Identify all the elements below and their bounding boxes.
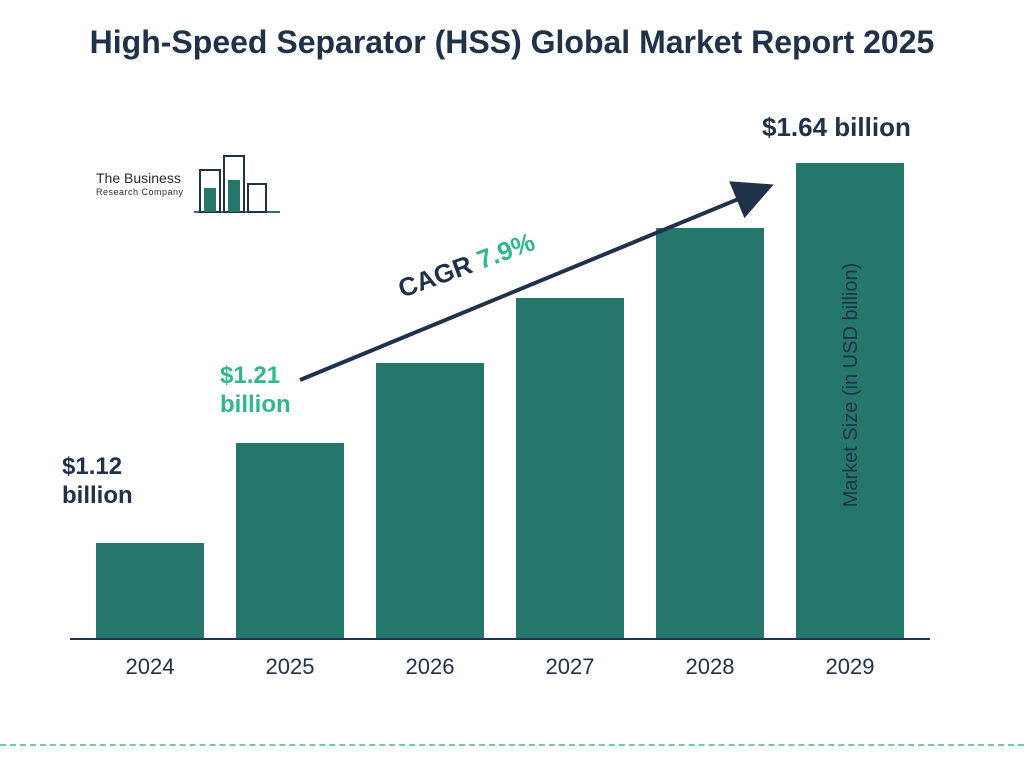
value-line1: $1.21 — [220, 362, 291, 391]
value-line2: billion — [220, 391, 291, 420]
x-label: 2029 — [790, 654, 910, 680]
bar-2026 — [370, 363, 490, 638]
bar-2025 — [230, 443, 350, 638]
bar-2024 — [90, 543, 210, 638]
x-label: 2024 — [90, 654, 210, 680]
bar — [96, 543, 204, 638]
bar-chart: 2024 2025 2026 2027 2028 2029 Market Siz… — [70, 130, 930, 640]
x-axis-labels: 2024 2025 2026 2027 2028 2029 — [70, 654, 930, 680]
value-line2: billion — [62, 482, 133, 511]
bar — [236, 443, 344, 638]
bar-2027 — [510, 298, 630, 638]
bars-container — [70, 130, 930, 638]
value-line1: $1.12 — [62, 453, 133, 482]
value-label-2029: $1.64 billion — [762, 112, 911, 143]
bar — [516, 298, 624, 638]
footer-divider — [0, 744, 1024, 746]
value-label-2025: $1.21 billion — [220, 362, 291, 420]
x-axis-line — [70, 638, 930, 640]
x-label: 2025 — [230, 654, 350, 680]
bar — [656, 228, 764, 638]
x-label: 2028 — [650, 654, 770, 680]
bar-2028 — [650, 228, 770, 638]
x-label: 2027 — [510, 654, 630, 680]
value-line1: $1.64 billion — [762, 112, 911, 142]
x-label: 2026 — [370, 654, 490, 680]
bar — [376, 363, 484, 638]
chart-title: High-Speed Separator (HSS) Global Market… — [0, 0, 1024, 62]
value-label-2024: $1.12 billion — [62, 453, 133, 511]
y-axis-label: Market Size (in USD billion) — [840, 263, 863, 508]
